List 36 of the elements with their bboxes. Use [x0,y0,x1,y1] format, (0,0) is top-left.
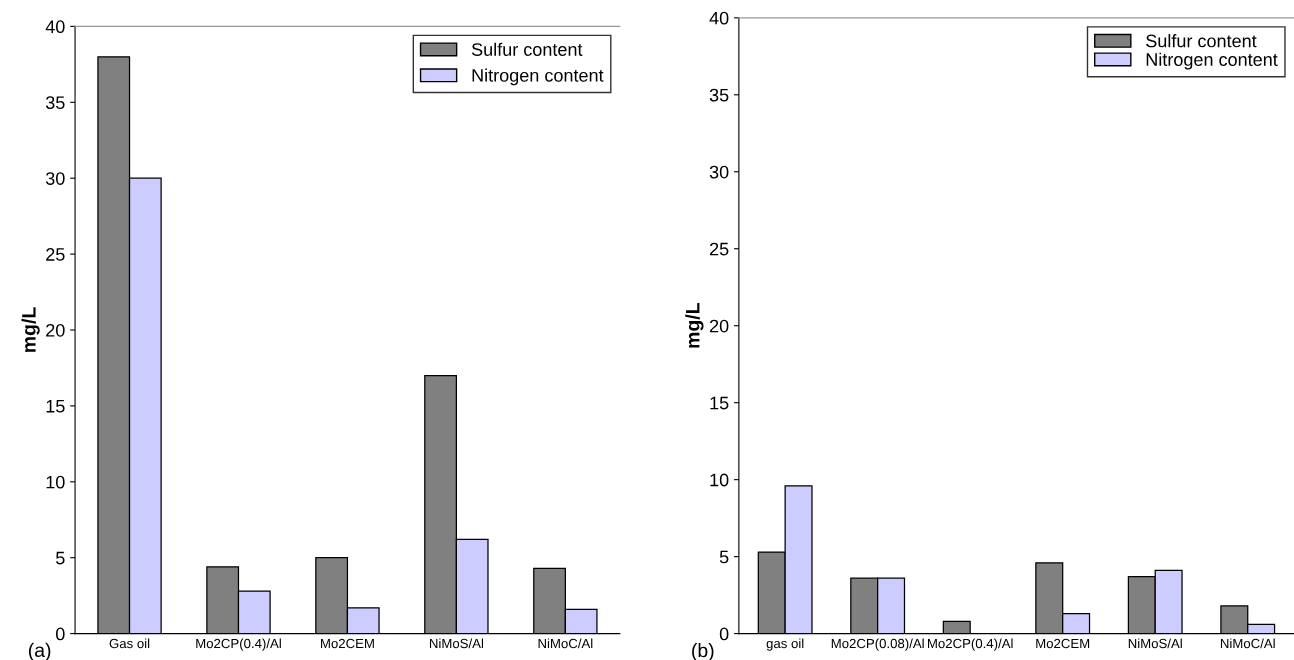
y-tick-label: 15 [46,400,65,413]
y-tick-label: 40 [709,11,729,25]
y-tick-label: 20 [46,323,65,337]
x-tick-label: Mo2CEM [1036,638,1090,649]
x-tick-label: NiMoS/Al [429,638,484,649]
x-tick-label: NiMoC/Al [1220,638,1275,649]
legend-label: Sulfur content [1146,34,1257,48]
y-tick-label: 35 [709,88,729,102]
text: (a) [28,642,51,660]
legend-label: Nitrogen content [472,68,604,86]
y-tick-label: 5 [56,551,65,565]
y-tick-label: 5 [719,550,729,564]
x-tick-label: gas oil [766,638,804,651]
y-tick-label: 10 [710,473,729,487]
y-tick-label: 15 [710,396,729,410]
y-tick-label: 30 [709,165,729,179]
legend-label: Nitrogen content [1146,52,1278,70]
x-tick-label: Mo2CP(0.4)/Al [928,638,1013,651]
x-tick-label: Mo2CP(0.4)/Al [196,638,281,651]
y-tick-label: 20 [709,319,729,333]
y-tick-label: 30 [45,172,65,185]
legend-label: Sulfur content [471,42,583,56]
y-axis-title: mg/L [685,303,704,348]
y-tick-label: 0 [55,627,65,641]
x-tick-label: NiMoC/Al [538,638,593,649]
y-tick-label: 25 [46,248,65,261]
y-tick-label: 40 [45,20,65,34]
y-tick-label: 10 [46,475,65,489]
x-tick-label: NiMoS/Al [1128,638,1182,649]
y-axis-title: mg/L [21,307,40,352]
y-tick-label: 35 [45,96,65,110]
x-tick-label: Mo2CP(0.08)/Al [831,638,924,651]
x-tick-label: Gas oil [109,638,150,649]
y-tick-label: 25 [709,242,729,256]
x-tick-label: Mo2CEM [321,638,374,649]
y-tick-label: 0 [719,627,729,641]
